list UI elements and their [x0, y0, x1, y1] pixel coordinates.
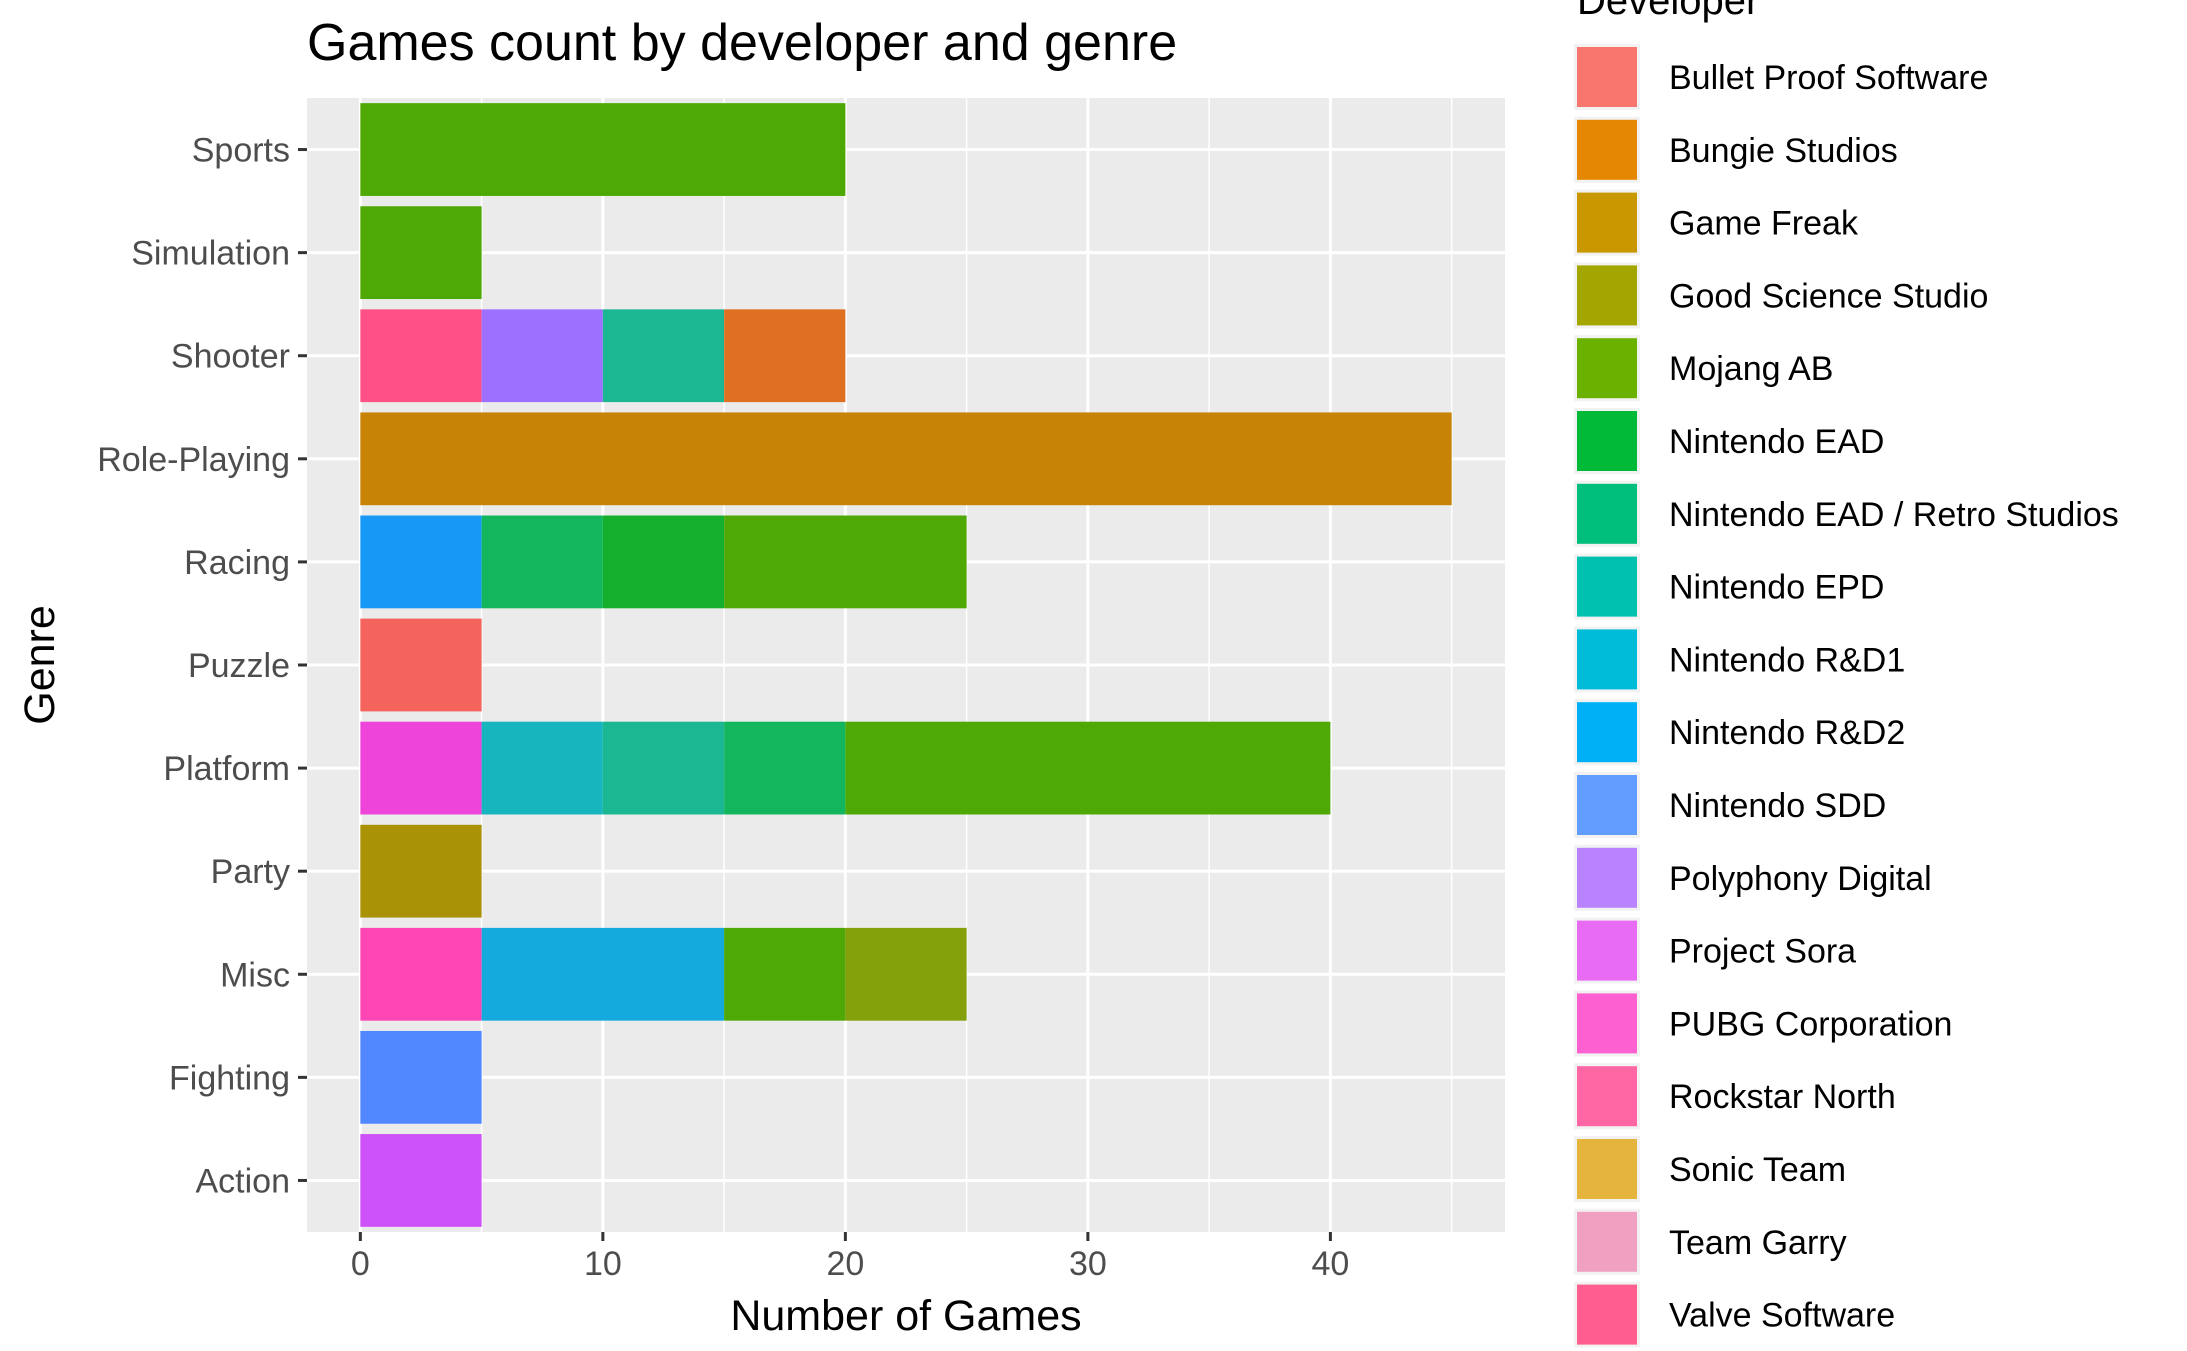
- legend-key: [1577, 192, 1637, 253]
- y-tick-label: Action: [196, 1162, 291, 1200]
- legend-label: Good Science Studio: [1669, 277, 1988, 315]
- legend-key: [1577, 920, 1637, 981]
- legend-key: [1577, 1284, 1637, 1345]
- y-tick-label: Party: [211, 853, 290, 891]
- y-tick-label: Puzzle: [188, 647, 290, 685]
- legend-label: Sonic Team: [1669, 1151, 1846, 1189]
- bar-segment: [360, 515, 482, 609]
- legend-label: Nintendo EAD: [1669, 423, 1884, 461]
- legend-label: Polyphony Digital: [1669, 860, 1932, 898]
- y-axis-title: Genre: [16, 605, 64, 725]
- y-tick-label: Fighting: [169, 1059, 290, 1097]
- legend-items: Bullet Proof Software Bungie Studios Game …: [1574, 44, 2119, 1348]
- bar-segment: [360, 618, 482, 712]
- bar-segment: [724, 927, 846, 1021]
- legend-key: [1577, 47, 1637, 107]
- y-tick-label: Shooter: [171, 338, 290, 376]
- legend-label: Rockstar North: [1669, 1078, 1896, 1116]
- bar-segment: [360, 721, 482, 815]
- x-tick-label: 40: [1311, 1245, 1349, 1283]
- legend-key: [1577, 411, 1637, 471]
- chart-title: Games count by developer and genre: [307, 14, 1177, 72]
- legend-key: [1577, 993, 1637, 1054]
- legend-key: [1577, 775, 1637, 835]
- legend-key: [1577, 1139, 1637, 1199]
- legend-key: [1577, 629, 1637, 690]
- bar-segment: [360, 1134, 482, 1227]
- bar-segment: [360, 927, 482, 1021]
- legend-label: Valve Software: [1669, 1297, 1895, 1335]
- y-tick-label: Racing: [184, 544, 290, 582]
- legend-key: [1577, 702, 1637, 763]
- x-tick-label: 10: [584, 1245, 622, 1283]
- bar-segment: [360, 1030, 482, 1124]
- legend-key: [1577, 1211, 1637, 1272]
- y-tick-label: Sports: [192, 132, 290, 170]
- bar-segment: [481, 721, 603, 815]
- x-tick-label: 30: [1069, 1245, 1107, 1283]
- legend-title: Developer: [1577, 0, 1759, 23]
- legend-label: Mojang AB: [1669, 350, 1833, 388]
- bar-segment: [724, 309, 846, 403]
- bar-segment: [602, 309, 725, 403]
- legend: Developer Bullet Proof Software Bungie St…: [1574, 0, 2119, 1348]
- legend-label: Nintendo SDD: [1669, 787, 1886, 825]
- bar-segment: [481, 927, 725, 1021]
- bar-segment: [845, 721, 1331, 815]
- x-tick-label: 20: [826, 1245, 864, 1283]
- legend-label: Nintendo R&D1: [1669, 641, 1905, 679]
- bar-segment: [845, 927, 967, 1021]
- bars: [360, 103, 1452, 1227]
- bar-segment: [360, 412, 1452, 506]
- legend-key: [1577, 847, 1637, 908]
- y-tick-label: Simulation: [131, 235, 290, 273]
- legend-label: Nintendo R&D2: [1669, 714, 1905, 752]
- legend-label: Project Sora: [1669, 933, 1856, 971]
- y-tick-label: Misc: [220, 956, 290, 994]
- legend-label: Nintendo EPD: [1669, 569, 1884, 607]
- legend-key: [1577, 265, 1637, 326]
- bar-segment: [724, 515, 967, 609]
- bar-segment: [602, 515, 725, 609]
- legend-label: Bullet Proof Software: [1669, 59, 1988, 97]
- legend-key: [1577, 556, 1637, 617]
- bar-segment: [360, 103, 846, 196]
- bar-segment: [481, 515, 603, 609]
- y-axis: Action Fighting Misc Party Platform Puzzle Rac…: [97, 132, 307, 1200]
- legend-key: [1577, 119, 1637, 180]
- legend-key: [1577, 338, 1637, 399]
- y-tick-label: Platform: [163, 750, 290, 788]
- legend-key: [1577, 1066, 1637, 1127]
- legend-label: Bungie Studios: [1669, 132, 1898, 170]
- x-axis-title: Number of Games: [730, 1292, 1081, 1340]
- legend-label: Game Freak: [1669, 205, 1859, 243]
- legend-label: Nintendo EAD / Retro Studios: [1669, 496, 2119, 534]
- y-tick-label: Role-Playing: [97, 441, 290, 479]
- bar-segment: [724, 721, 846, 815]
- legend-label: Team Garry: [1669, 1224, 1847, 1262]
- bar-segment: [481, 309, 603, 403]
- bar-segment: [602, 721, 725, 815]
- x-tick-label: 0: [351, 1245, 370, 1283]
- legend-label: PUBG Corporation: [1669, 1005, 1952, 1043]
- bar-segment: [360, 824, 482, 918]
- x-axis: 0 10 20 30 40: [351, 1232, 1349, 1283]
- legend-key: [1577, 483, 1637, 544]
- bar-segment: [360, 206, 482, 300]
- bar-segment: [360, 309, 482, 403]
